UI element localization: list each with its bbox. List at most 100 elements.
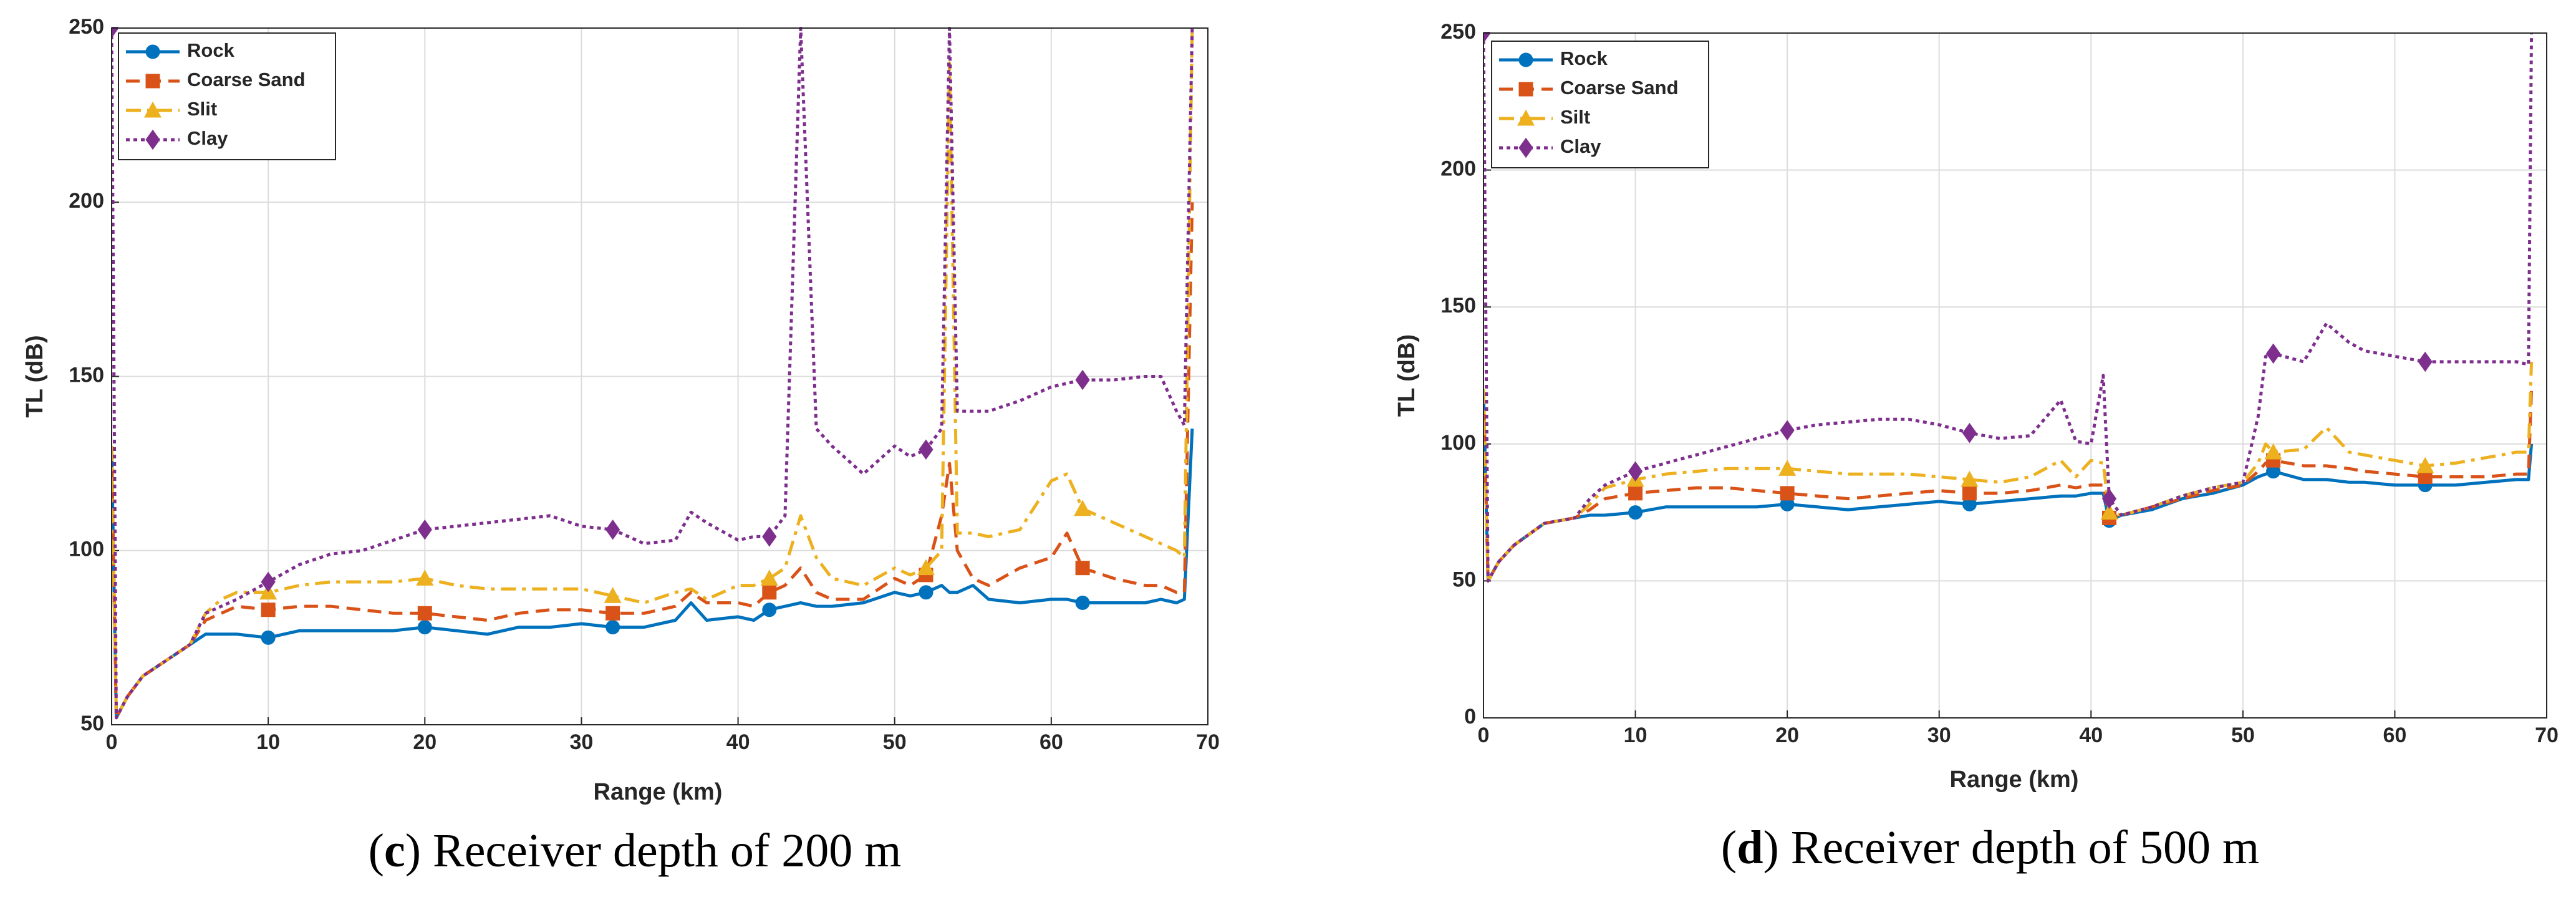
marker [1780, 486, 1795, 501]
marker [762, 585, 777, 600]
x-tick-label: 20 [1775, 724, 1799, 747]
y-tick-label: 200 [69, 189, 104, 213]
marker [1628, 505, 1643, 520]
x-axis-label: Range (km) [1950, 767, 2079, 793]
marker [605, 519, 620, 540]
series-line [112, 428, 1194, 720]
legend-label: Rock [187, 39, 235, 61]
marker [1518, 82, 1533, 97]
series-group [112, 27, 1194, 720]
series-line [1483, 389, 2534, 583]
y-tick-label: 100 [69, 538, 104, 561]
caption-letter: c [384, 825, 405, 877]
x-tick-label: 50 [2231, 724, 2255, 747]
marker [2101, 488, 2117, 509]
marker [1962, 422, 1977, 443]
y-tick-label: 50 [80, 712, 104, 735]
marker [605, 620, 620, 635]
marker [2416, 457, 2434, 473]
legend: Rock Coarse Sand Slit Clay [118, 32, 336, 160]
y-tick-label: 100 [1440, 431, 1476, 455]
marker [1483, 32, 1491, 44]
y-tick-label: 150 [69, 363, 104, 387]
marker [1962, 486, 1977, 501]
marker [145, 74, 160, 89]
marker [261, 571, 276, 593]
x-tick-label: 60 [2383, 724, 2407, 747]
marker [2418, 351, 2433, 372]
marker [919, 585, 933, 600]
y-tick-label: 0 [1464, 705, 1476, 728]
legend-label: Clay [1560, 135, 1601, 157]
marker [1780, 420, 1795, 441]
caption: (c) Receiver depth of 200 m [369, 825, 902, 877]
y-tick-label: 250 [69, 15, 104, 39]
caption-open: ( [1721, 821, 1737, 874]
caption-letter: d [1737, 821, 1763, 874]
x-axis-label: Range (km) [594, 779, 723, 805]
chart: 0 10 20 30 40 50 60 70 50 100 150 200 250 Range (km) T… [22, 15, 1220, 877]
marker [417, 519, 432, 540]
marker [762, 526, 777, 547]
y-tick-label: 150 [1440, 294, 1476, 317]
marker [1628, 461, 1643, 482]
series-line [112, 202, 1194, 720]
marker [1075, 369, 1090, 390]
legend-label: Clay [187, 127, 228, 149]
marker [1074, 500, 1092, 516]
x-tick-label: 20 [413, 730, 437, 754]
marker [605, 606, 620, 621]
x-tick-label: 30 [570, 730, 594, 754]
x-tick-label: 30 [1927, 724, 1951, 747]
marker [145, 129, 160, 150]
caption-text: ) Receiver depth of 500 m [1763, 821, 2259, 874]
x-tick-label: 70 [1196, 730, 1220, 754]
marker [919, 439, 933, 460]
legend-label: Coarse Sand [1560, 77, 1679, 99]
x-tick-label: 40 [726, 730, 750, 754]
marker [1628, 486, 1643, 501]
marker [1517, 109, 1535, 126]
x-tick-label: 10 [256, 730, 280, 754]
y-tick-label: 200 [1440, 157, 1476, 181]
marker [1518, 52, 1533, 67]
marker [1075, 561, 1090, 576]
legend-label: Rock [1560, 47, 1608, 69]
caption: (d) Receiver depth of 500 m [1721, 821, 2259, 874]
y-tick-label: 50 [1452, 568, 1476, 591]
x-tick-label: 0 [106, 730, 118, 754]
marker [143, 101, 162, 118]
series-line [112, 27, 1194, 720]
marker [1075, 596, 1090, 611]
marker [261, 603, 276, 617]
marker [417, 606, 432, 621]
y-tick-label: 250 [1440, 20, 1476, 44]
marker [1961, 470, 1979, 487]
series-line [112, 27, 1194, 720]
legend-label: Slit [187, 98, 217, 120]
caption-text: ) Receiver depth of 200 m [405, 825, 902, 877]
marker [917, 559, 935, 576]
x-tick-label: 40 [2079, 724, 2103, 747]
marker [2265, 343, 2281, 364]
x-tick-label: 0 [1478, 724, 1490, 747]
marker [416, 569, 434, 586]
x-tick-label: 70 [2535, 724, 2559, 747]
marker [2264, 443, 2282, 460]
caption-open: ( [369, 825, 384, 877]
marker [604, 587, 622, 603]
series-group [1483, 32, 2534, 583]
legend: Rock Coarse Sand Silt Clay [1491, 41, 1709, 168]
marker [2100, 503, 2118, 520]
marker [145, 44, 160, 59]
y-axis-label: TL (dB) [22, 335, 48, 417]
marker [112, 27, 119, 39]
marker [417, 620, 432, 635]
axes-box [111, 27, 1208, 725]
legend-label: Silt [1560, 106, 1590, 128]
axes-box [1483, 32, 2547, 719]
x-tick-label: 10 [1624, 724, 1647, 747]
x-tick-label: 60 [1040, 730, 1063, 754]
